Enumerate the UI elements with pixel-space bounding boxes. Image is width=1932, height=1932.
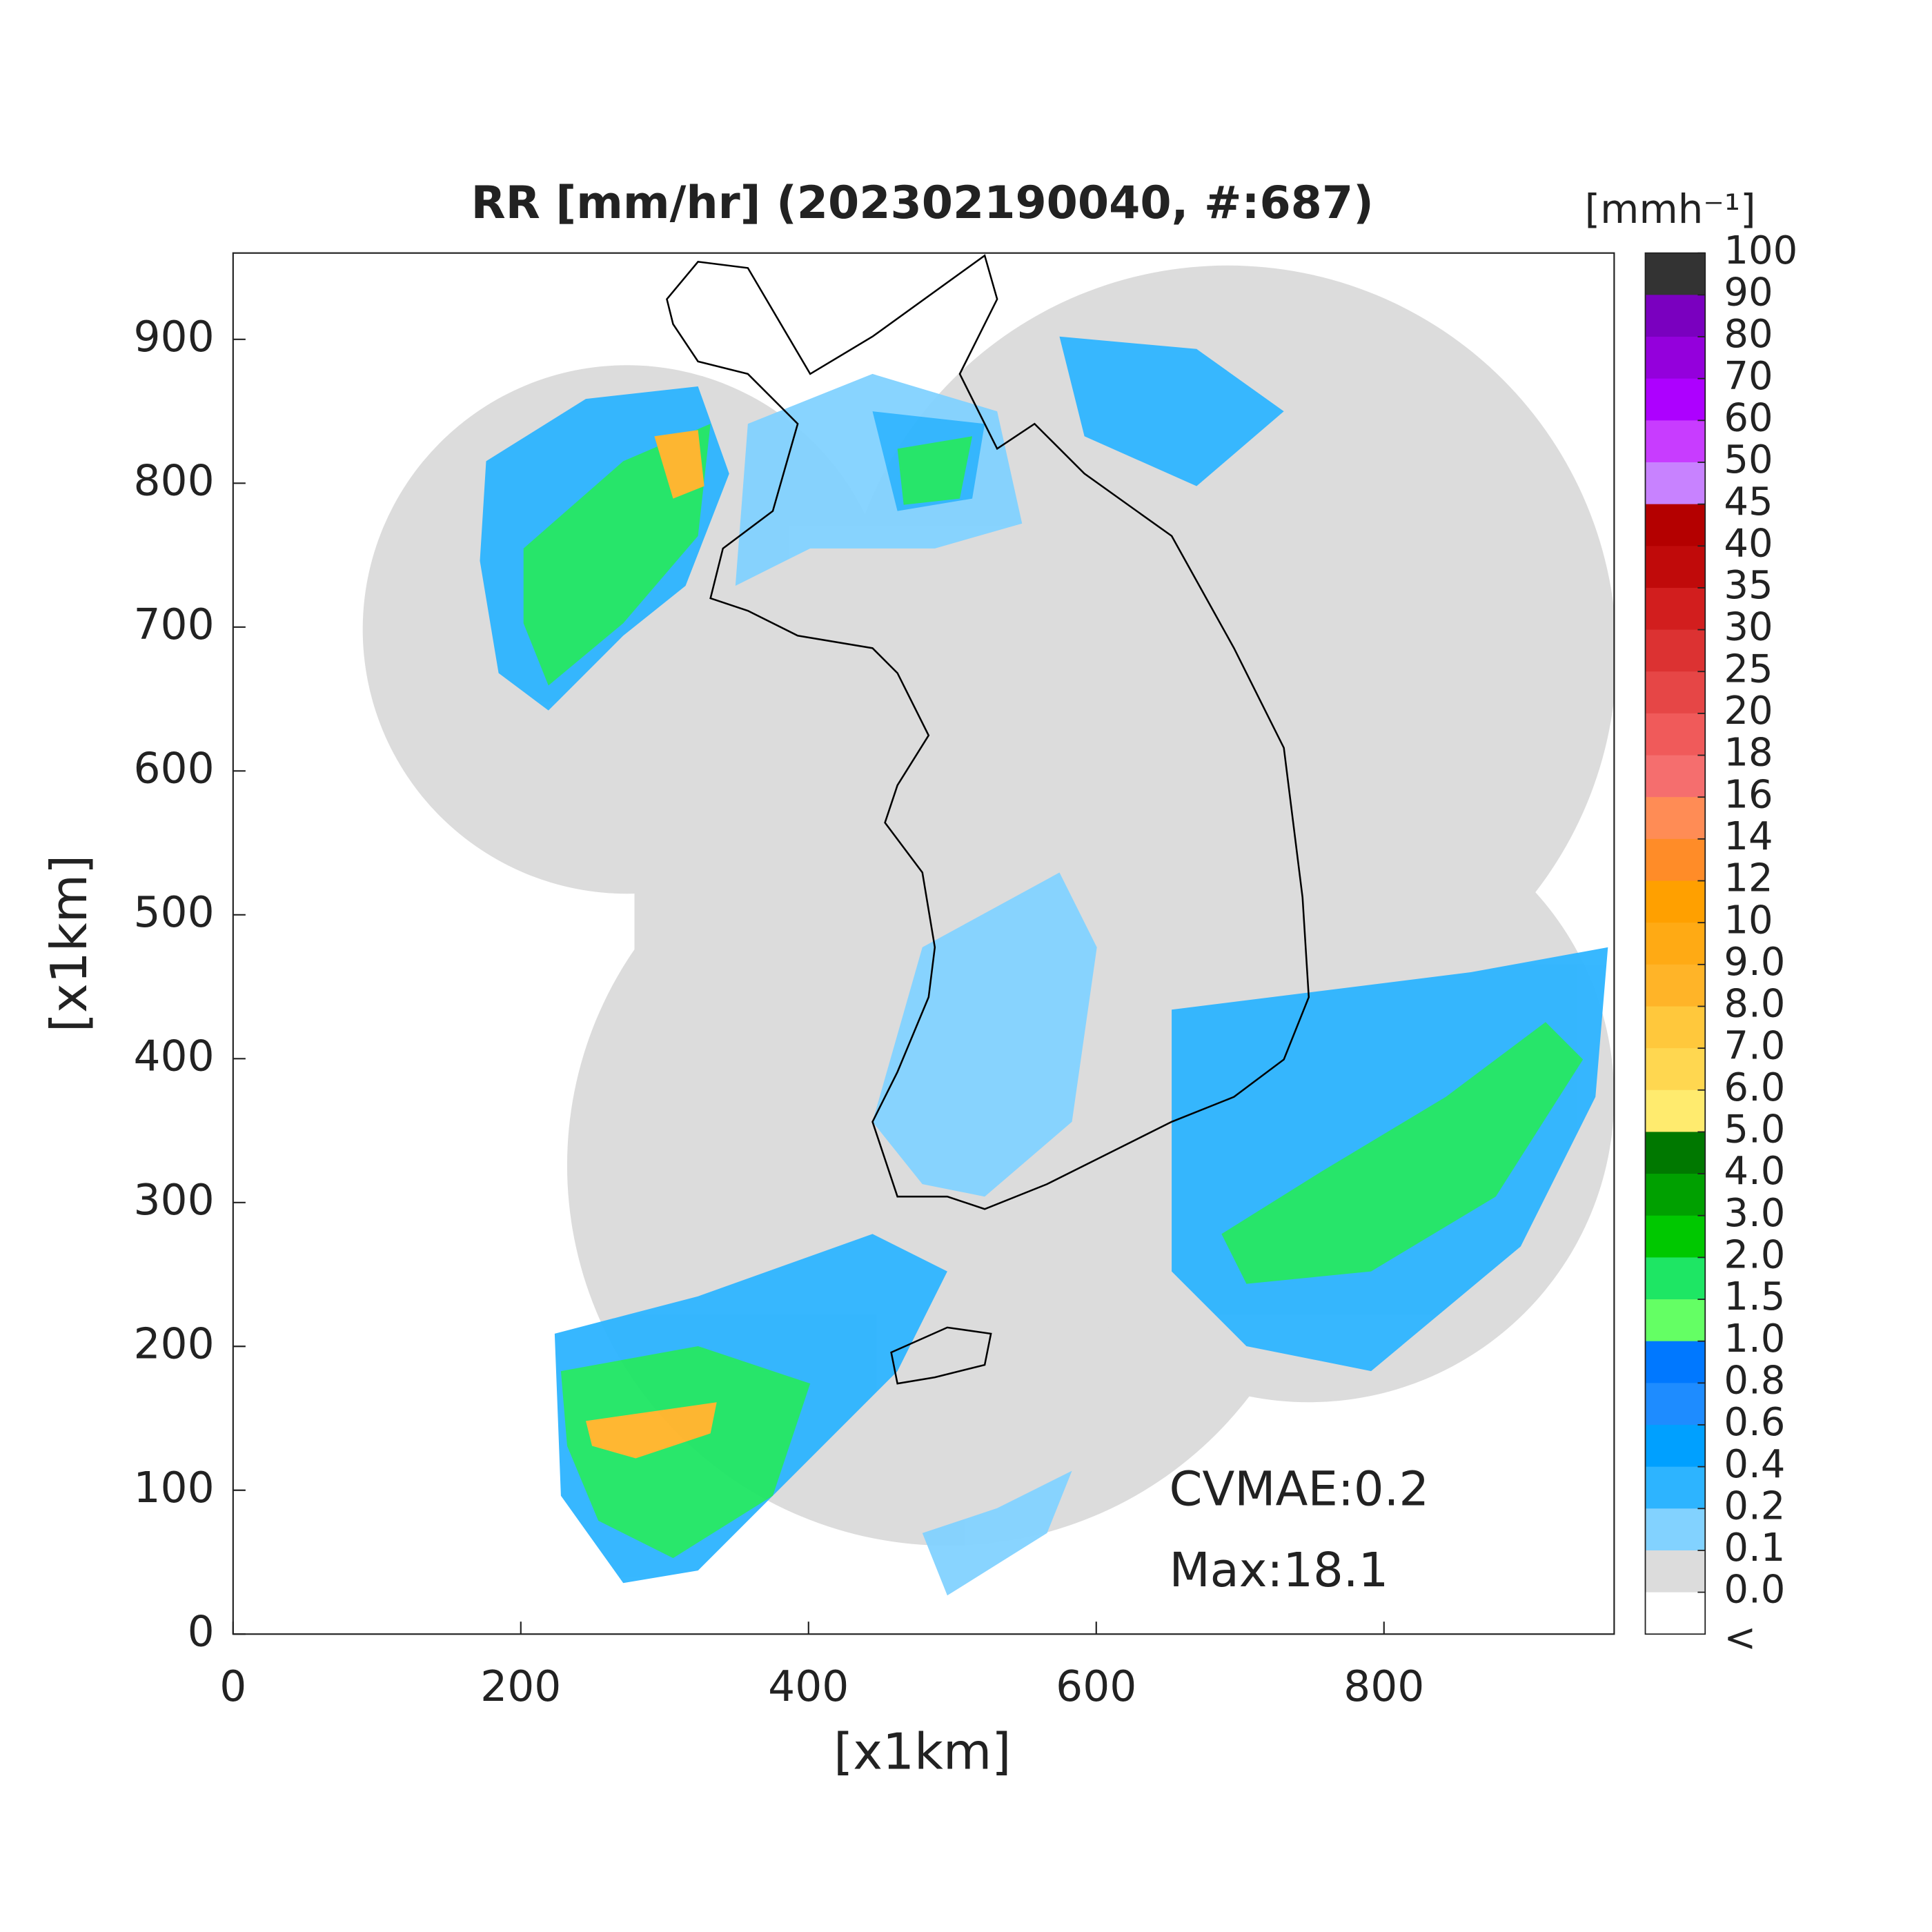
colorbar-label: 0.2 <box>1724 1483 1785 1528</box>
y-tick-label: 400 <box>133 1032 214 1081</box>
colorbar-label: 3.0 <box>1724 1191 1785 1236</box>
y-axis-label: [x1km] <box>41 855 99 1032</box>
colorbar-swatch <box>1645 504 1706 547</box>
colorbar-label: 2.0 <box>1724 1233 1785 1278</box>
colorbar-label: 9.0 <box>1724 940 1785 985</box>
axes-box <box>232 252 1615 1635</box>
annotation: Max:18.1 <box>1169 1543 1388 1598</box>
y-tick-label: 200 <box>133 1319 214 1368</box>
colorbar-swatch <box>1645 923 1706 965</box>
x-tick-label: 0 <box>219 1662 246 1711</box>
colorbar-label: 0.0 <box>1724 1568 1785 1613</box>
colorbar-swatch <box>1645 420 1706 463</box>
colorbar-label: 1.0 <box>1724 1317 1785 1361</box>
colorbar-swatch <box>1645 1508 1706 1551</box>
colorbar-label: 100 <box>1724 228 1797 273</box>
colorbar-swatch <box>1645 1048 1706 1091</box>
colorbar-swatch <box>1645 1215 1706 1259</box>
y-tick-label: 700 <box>133 600 214 649</box>
colorbar-swatch <box>1645 838 1706 882</box>
colorbar-swatch <box>1645 713 1706 756</box>
colorbar-swatch <box>1645 880 1706 924</box>
colorbar-label: 25 <box>1724 647 1773 691</box>
colorbar-swatch <box>1645 1550 1706 1593</box>
y-tick-label: 100 <box>133 1463 214 1512</box>
colorbar-label: 1.5 <box>1724 1274 1785 1319</box>
x-axis-label: [x1km] <box>834 1723 1011 1781</box>
colorbar-label: 16 <box>1724 772 1773 817</box>
colorbar-swatch <box>1645 1592 1706 1635</box>
x-tick-label: 400 <box>768 1662 849 1711</box>
colorbar-swatch <box>1645 1466 1706 1510</box>
colorbar-label: 5.0 <box>1724 1107 1785 1152</box>
y-tick-label: 0 <box>188 1607 215 1656</box>
colorbar-swatch <box>1645 964 1706 1007</box>
colorbar-swatch <box>1645 253 1706 296</box>
colorbar-label: 14 <box>1724 814 1773 859</box>
colorbar-swatch <box>1645 1383 1706 1426</box>
colorbar-swatch <box>1645 1132 1706 1174</box>
colorbar-label: < <box>1724 1615 1756 1660</box>
colorbar-swatch <box>1645 755 1706 798</box>
colorbar-label: 20 <box>1724 689 1773 733</box>
colorbar-swatch <box>1645 337 1706 379</box>
colorbar-swatch <box>1645 1006 1706 1049</box>
x-tick-label: 200 <box>480 1662 561 1711</box>
colorbar-swatch <box>1645 1299 1706 1342</box>
colorbar-label: 10 <box>1724 898 1773 943</box>
title: RR [mm/hr] (202302190040, #:687) <box>471 177 1374 229</box>
colorbar-swatch <box>1645 546 1706 589</box>
colorbar-swatch <box>1645 462 1706 505</box>
colorbar-label: 80 <box>1724 312 1773 357</box>
annotation: CVMAE:0.2 <box>1169 1461 1429 1517</box>
colorbar-label: 70 <box>1724 354 1773 399</box>
colorbar-label: 8.0 <box>1724 982 1785 1027</box>
colorbar-swatch <box>1645 797 1706 840</box>
colorbar-unit: [mmh⁻¹] <box>1585 186 1756 233</box>
colorbar-label: 40 <box>1724 521 1773 566</box>
colorbar-swatch <box>1645 587 1706 631</box>
colorbar-label: 18 <box>1724 731 1773 776</box>
y-tick-label: 600 <box>133 744 214 793</box>
colorbar-swatch <box>1645 378 1706 422</box>
colorbar-label: 4.0 <box>1724 1149 1785 1194</box>
colorbar-label: 0.6 <box>1724 1400 1785 1445</box>
colorbar-label: 90 <box>1724 270 1773 315</box>
colorbar-label: 45 <box>1724 480 1773 524</box>
colorbar-label: 6.0 <box>1724 1065 1785 1110</box>
colorbar-label: 30 <box>1724 605 1773 650</box>
colorbar-label: 0.4 <box>1724 1442 1785 1487</box>
x-tick-label: 800 <box>1343 1662 1424 1711</box>
precipitation <box>480 336 1608 1596</box>
colorbar-label: 7.0 <box>1724 1023 1785 1068</box>
colorbar-label: 35 <box>1724 563 1773 608</box>
colorbar-label: 0.8 <box>1724 1358 1785 1403</box>
y-tick-label: 800 <box>133 456 214 505</box>
coastline <box>666 254 1310 1210</box>
colorbar-swatch <box>1645 671 1706 714</box>
colorbar-frame <box>1644 252 1706 1635</box>
jeju-coastline <box>890 1326 992 1385</box>
colorbar-swatch <box>1645 1257 1706 1300</box>
colorbar-label: 60 <box>1724 395 1773 440</box>
y-tick-label: 500 <box>133 888 214 937</box>
radar-map <box>362 254 1615 1596</box>
colorbar-swatch <box>1645 1090 1706 1133</box>
y-tick-label: 300 <box>133 1176 214 1225</box>
y-tick-label: 900 <box>133 313 214 362</box>
x-tick-label: 600 <box>1056 1662 1136 1711</box>
colorbar-label: 12 <box>1724 856 1773 901</box>
colorbar-swatch <box>1645 1341 1706 1384</box>
colorbar-label: 0.1 <box>1724 1526 1785 1570</box>
colorbar-swatch <box>1645 1424 1706 1468</box>
colorbar-swatch <box>1645 629 1706 673</box>
colorbar-swatch <box>1645 295 1706 337</box>
colorbar-label: 50 <box>1724 437 1773 482</box>
colorbar-swatch <box>1645 1174 1706 1216</box>
